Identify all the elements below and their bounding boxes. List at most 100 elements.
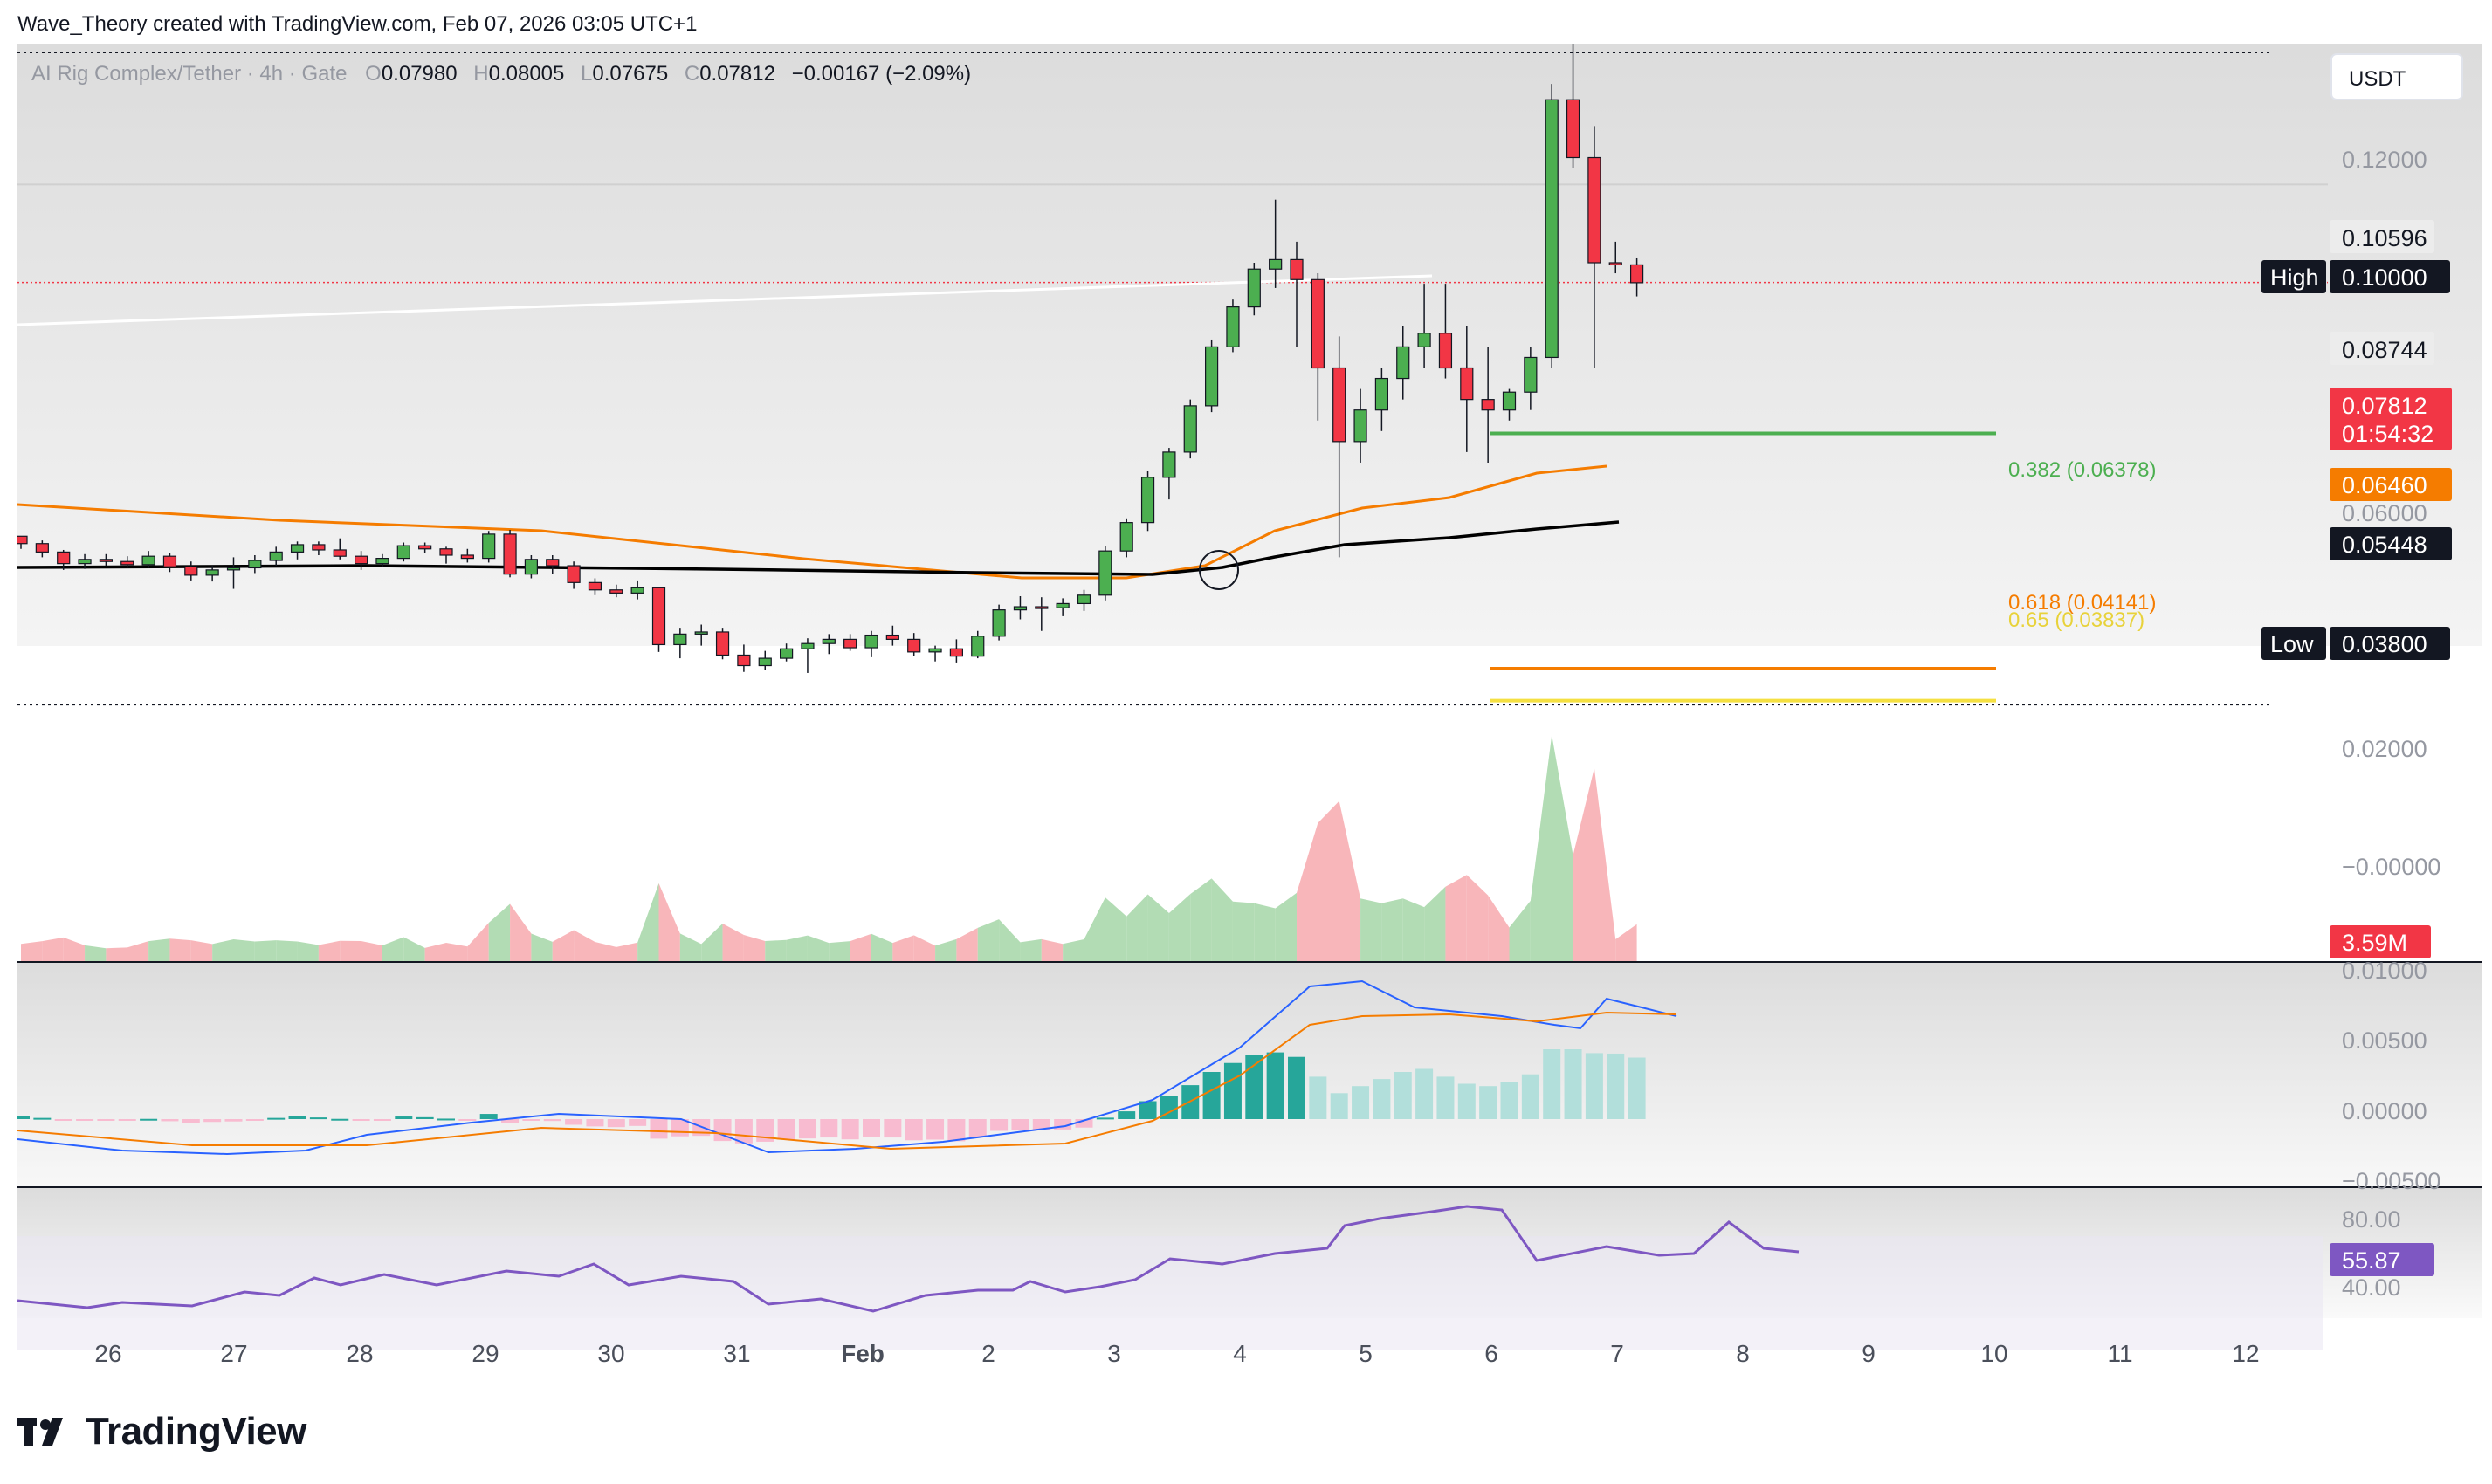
time-tick: 12 [2232, 1340, 2259, 1367]
candle [949, 639, 964, 663]
candle [312, 541, 326, 555]
candle [482, 531, 496, 563]
currency-button[interactable]: USDT [2330, 53, 2463, 100]
volume-segment [510, 903, 532, 962]
volume-segment [679, 933, 702, 962]
macd-tick: 0.00000 [2342, 1098, 2427, 1124]
current-price: 0.07812 [2342, 393, 2427, 419]
candle [971, 630, 985, 659]
candle [843, 634, 857, 651]
candle [567, 561, 581, 589]
macd-histogram-bar [1585, 1053, 1603, 1119]
candle [801, 638, 815, 673]
time-tick: 4 [1233, 1340, 1247, 1367]
volume-segment [488, 903, 511, 962]
volume-segment [1168, 894, 1191, 962]
rsi-axis[interactable]: 80.00 40.00 [2342, 1206, 2401, 1301]
time-tick: 30 [597, 1340, 624, 1367]
volume-segment [913, 935, 936, 962]
candle [609, 584, 623, 598]
candle [864, 630, 878, 657]
macd-histogram-bar [1607, 1053, 1625, 1119]
macd-histogram-bar [1011, 1119, 1029, 1130]
macd-histogram-bar [267, 1117, 286, 1120]
ema50-label: 0.06460 [2330, 468, 2452, 501]
macd-histogram-bar [884, 1119, 902, 1138]
candle [928, 645, 942, 662]
time-tick: 10 [1980, 1340, 2007, 1367]
svg-text:0.06460: 0.06460 [2342, 472, 2427, 498]
volume-segment [574, 930, 595, 962]
time-tick: Feb [841, 1340, 885, 1367]
high-value: 0.08005 [489, 62, 565, 86]
macd-histogram-bar [820, 1119, 838, 1138]
time-tick: 3 [1107, 1340, 1121, 1367]
time-axis[interactable]: 26 27 28 29 30 31 Feb 2 3 4 5 6 7 8 9 10 11 12 [94, 1340, 2259, 1367]
time-tick: 26 [94, 1340, 121, 1367]
volume-segment [1147, 894, 1169, 962]
volume-segment [701, 924, 723, 962]
open-value: 0.07980 [382, 62, 458, 86]
macd-histogram-bar [1352, 1086, 1370, 1119]
trend-line [17, 274, 1433, 326]
candle [1290, 241, 1304, 347]
volume-segment [21, 941, 43, 962]
volume-segment [85, 945, 107, 962]
candle [1417, 284, 1431, 368]
macd-axis[interactable]: 0.01000 0.00500 0.00000 −0.00500 [2342, 958, 2440, 1194]
tradingview-logo[interactable]: TradingView [17, 1405, 306, 1458]
volume-segment [424, 942, 446, 962]
candle [1438, 284, 1453, 379]
rsi-band [17, 1236, 2323, 1350]
volume-segment [212, 939, 234, 962]
candle [524, 554, 539, 579]
volume-segment [276, 940, 298, 962]
macd-histogram-bar [373, 1119, 391, 1121]
price-tick-box [2330, 220, 2434, 253]
volume-segment [658, 883, 680, 962]
macd-histogram-bar [926, 1119, 945, 1140]
macd-histogram-bar [1096, 1117, 1114, 1120]
candle [1269, 199, 1283, 288]
volume-segment [1530, 735, 1552, 962]
candle [120, 556, 134, 568]
time-tick: 7 [1610, 1340, 1624, 1367]
overlay-lines [17, 52, 2328, 706]
macd-histogram-bar [1479, 1086, 1497, 1119]
macd-histogram-bar [1139, 1101, 1157, 1119]
price-axis[interactable]: 0.12000 0.10596 0.08744 0.06000 0.02000 … [2330, 147, 2440, 880]
candle [822, 634, 836, 655]
macd-histogram-bar [395, 1116, 413, 1119]
macd-histogram-bar [1564, 1049, 1582, 1119]
candle [1077, 589, 1091, 611]
macd-histogram-bar [416, 1116, 434, 1119]
trading-chart[interactable]: AI Rig Complex/Tether · 4h · Gate O0.079… [17, 44, 2482, 1379]
candle [205, 566, 219, 582]
macd-histogram-bar [968, 1119, 987, 1137]
low-price: 0.03800 [2342, 631, 2427, 657]
price-tick-box [2330, 332, 2434, 365]
candle [694, 624, 708, 646]
macd-layer [17, 979, 1677, 1156]
volume-segment [1254, 903, 1276, 962]
macd-histogram-bar [905, 1119, 923, 1141]
candle [651, 587, 666, 652]
volume-segment [1232, 901, 1255, 962]
volume-segment [148, 938, 170, 962]
candle [290, 541, 305, 560]
candle [503, 530, 517, 578]
candle [375, 553, 389, 567]
volume-segment [1509, 900, 1531, 962]
volume-segment [956, 927, 978, 962]
volume-segment [1211, 878, 1233, 962]
low-label: Low 0.03800 [2261, 627, 2450, 660]
candle [1204, 339, 1219, 413]
candle [1545, 84, 1559, 368]
candle [1353, 388, 1367, 463]
time-tick: 11 [2107, 1340, 2132, 1367]
macd-histogram-bar [437, 1118, 455, 1121]
macd-histogram-bar [586, 1119, 604, 1127]
volume-segment [1297, 822, 1318, 962]
candle [162, 553, 177, 573]
signal-line [17, 1011, 1677, 1151]
